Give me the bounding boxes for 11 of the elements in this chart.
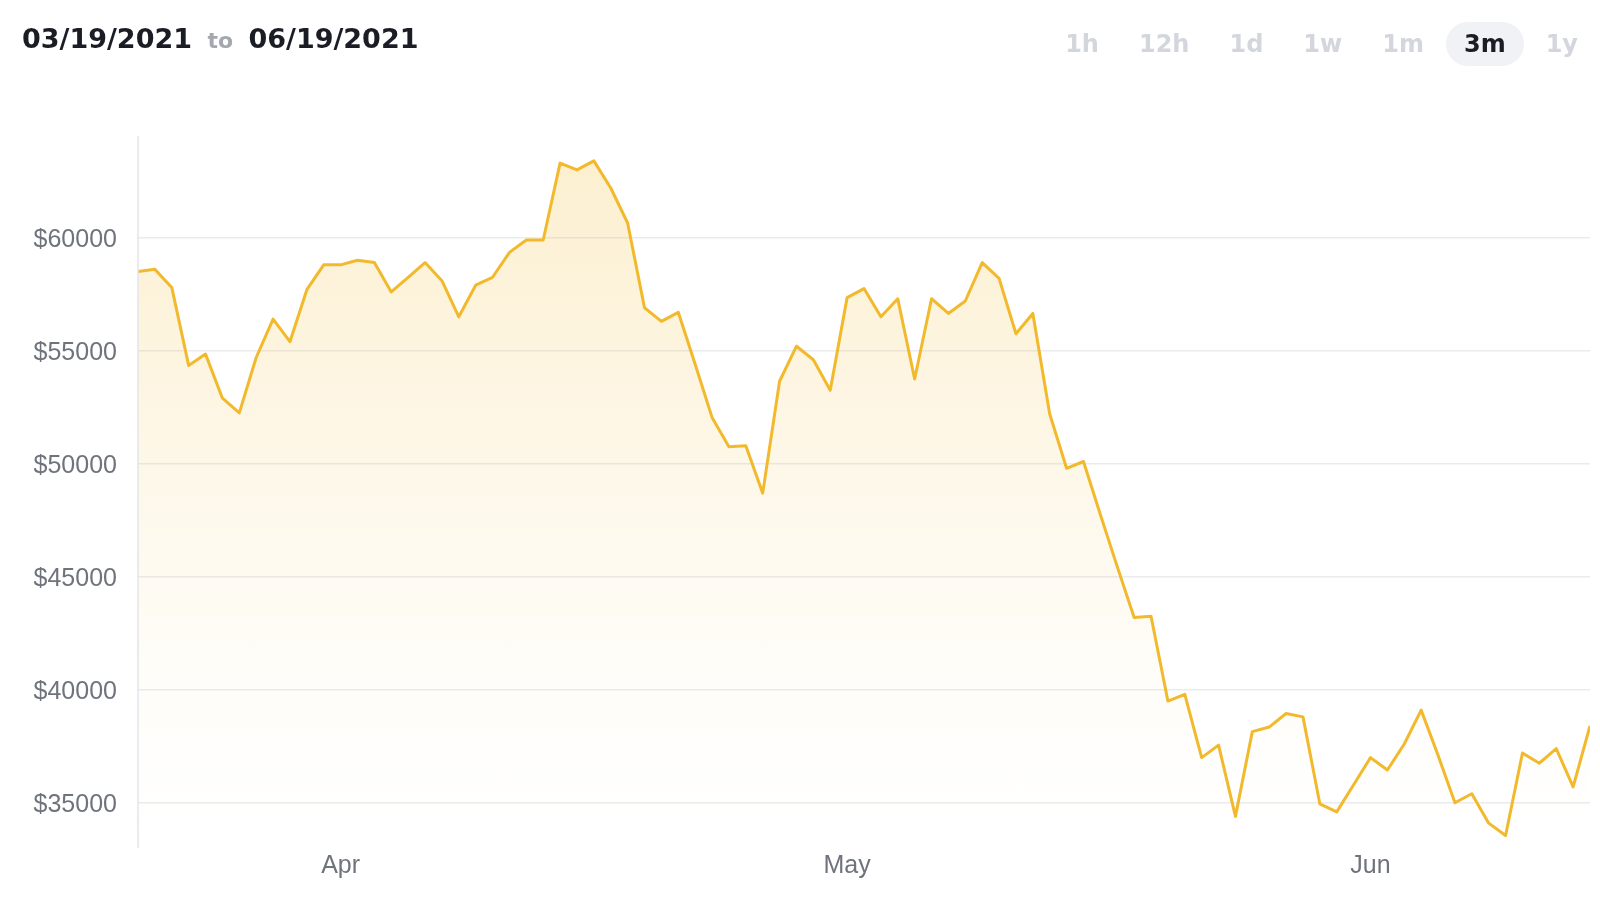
text: 3m — [1445, 22, 1524, 66]
y-tick-label: $55000 — [33, 336, 117, 365]
x-tick-label: May — [823, 849, 872, 878]
x-tick-label: Jun — [1350, 849, 1391, 878]
x-tick-label: Apr — [321, 849, 361, 878]
y-tick-label: $35000 — [33, 788, 117, 817]
y-tick-label: $45000 — [33, 562, 117, 591]
chart-title: 03/19/2021 to 06/19/2021 — [22, 23, 419, 54]
y-tick-label: $60000 — [33, 223, 117, 252]
y-tick-label: $50000 — [33, 449, 117, 478]
y-tick-label: $40000 — [33, 675, 117, 704]
